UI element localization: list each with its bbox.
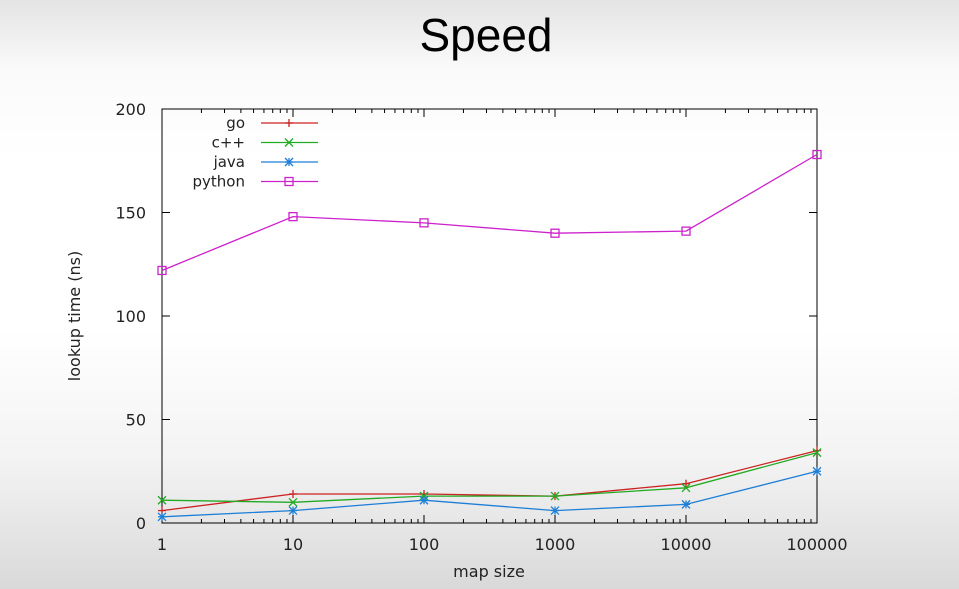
x-tick-label: 1	[157, 535, 167, 554]
series-java-group	[157, 466, 822, 522]
x-marker	[419, 491, 429, 501]
y-tick-label: 200	[115, 100, 146, 119]
star-marker	[812, 466, 822, 476]
series-c-group	[157, 448, 822, 507]
x-tick-label: 10000	[661, 535, 712, 554]
y-tick-label: 0	[136, 514, 146, 533]
star-marker	[681, 499, 691, 509]
star-marker	[288, 506, 298, 516]
x-marker	[284, 138, 294, 147]
y-axis-label: lookup time (ns)	[65, 251, 84, 381]
series-python-group	[157, 149, 822, 276]
y-tick-label: 150	[115, 204, 146, 223]
slide-title: Speed	[419, 9, 553, 61]
x-marker	[288, 497, 298, 507]
square-marker	[157, 265, 167, 276]
series-python-line	[161, 153, 818, 272]
star-marker	[550, 506, 560, 516]
square-marker	[550, 228, 560, 238]
series-go-line	[161, 449, 818, 512]
legend-label: java	[213, 153, 245, 171]
square-marker	[681, 226, 691, 236]
square-marker	[419, 218, 429, 228]
tick-marks: 0 50 100 150 200 1 10 100 1000 10000 100000	[115, 100, 847, 554]
y-tick-label: 50	[126, 411, 146, 430]
square-marker	[284, 176, 294, 187]
x-axis-label: map size	[453, 562, 525, 581]
series-layer	[157, 149, 822, 522]
x-marker	[157, 495, 167, 505]
x-tick-label: 100000	[786, 535, 847, 554]
square-marker	[812, 149, 822, 160]
series-go-group	[158, 446, 821, 515]
x-marker	[550, 491, 560, 501]
series-c-line	[161, 451, 818, 503]
legend-label: go	[226, 114, 245, 132]
y-tick-label: 100	[115, 307, 146, 326]
legend-label: c++	[212, 134, 245, 152]
square-marker	[288, 211, 298, 222]
x-marker	[812, 448, 822, 458]
legend-label: python	[193, 173, 245, 191]
x-tick-label: 1000	[535, 535, 576, 554]
series-java-line	[161, 470, 818, 518]
star-marker	[419, 495, 429, 505]
star-marker	[157, 512, 167, 522]
x-tick-label: 10	[283, 535, 303, 554]
x-tick-label: 100	[409, 535, 440, 554]
x-marker	[681, 483, 691, 493]
plot-frame	[161, 108, 818, 524]
legend: go c++java python	[193, 114, 318, 191]
star-marker	[284, 157, 294, 167]
